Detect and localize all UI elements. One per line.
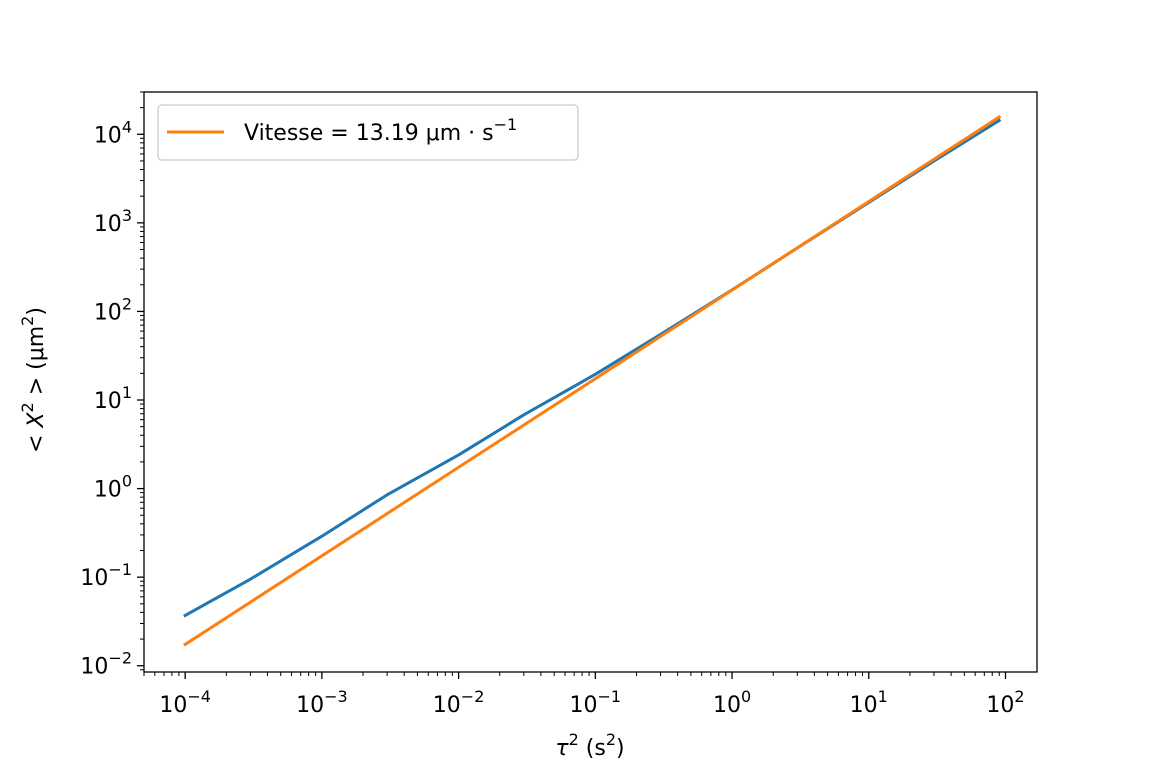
y-axis-label: < X2 > (μm2) <box>18 307 49 453</box>
x-axis-label: τ2 (s2) <box>555 730 624 761</box>
y-tick-label: 101 <box>94 383 132 414</box>
x-tick-label: 101 <box>850 687 888 718</box>
series-2-line <box>183 114 1002 647</box>
y-tick-label: 10−2 <box>80 649 132 680</box>
y-tick-label: 103 <box>94 206 132 237</box>
x-tick-label: 102 <box>986 687 1024 718</box>
legend-box <box>157 104 579 161</box>
y-tick-label: 104 <box>94 117 132 148</box>
y-tick-label: 10−1 <box>80 560 132 591</box>
plot-lines <box>183 114 1002 647</box>
x-tick-label: 100 <box>713 687 751 718</box>
y-tick-label: 102 <box>94 294 132 325</box>
plot-frame <box>143 91 1038 673</box>
x-tick-label: 10−3 <box>296 687 348 718</box>
legend: Vitesse = 13.19 μm · s−1 <box>157 104 579 161</box>
x-tick-label: 10−1 <box>570 687 622 718</box>
y-tick-label: 100 <box>94 472 132 503</box>
legend-label: Vitesse = 13.19 μm · s−1 <box>244 115 517 146</box>
ticks: 10−4 10−3 10−2 10−1 100 101 102 10−2 10−1 100 101 1… <box>80 91 1025 718</box>
x-tick-label: 10−2 <box>433 687 485 718</box>
x-tick-label: 10−4 <box>159 687 211 718</box>
